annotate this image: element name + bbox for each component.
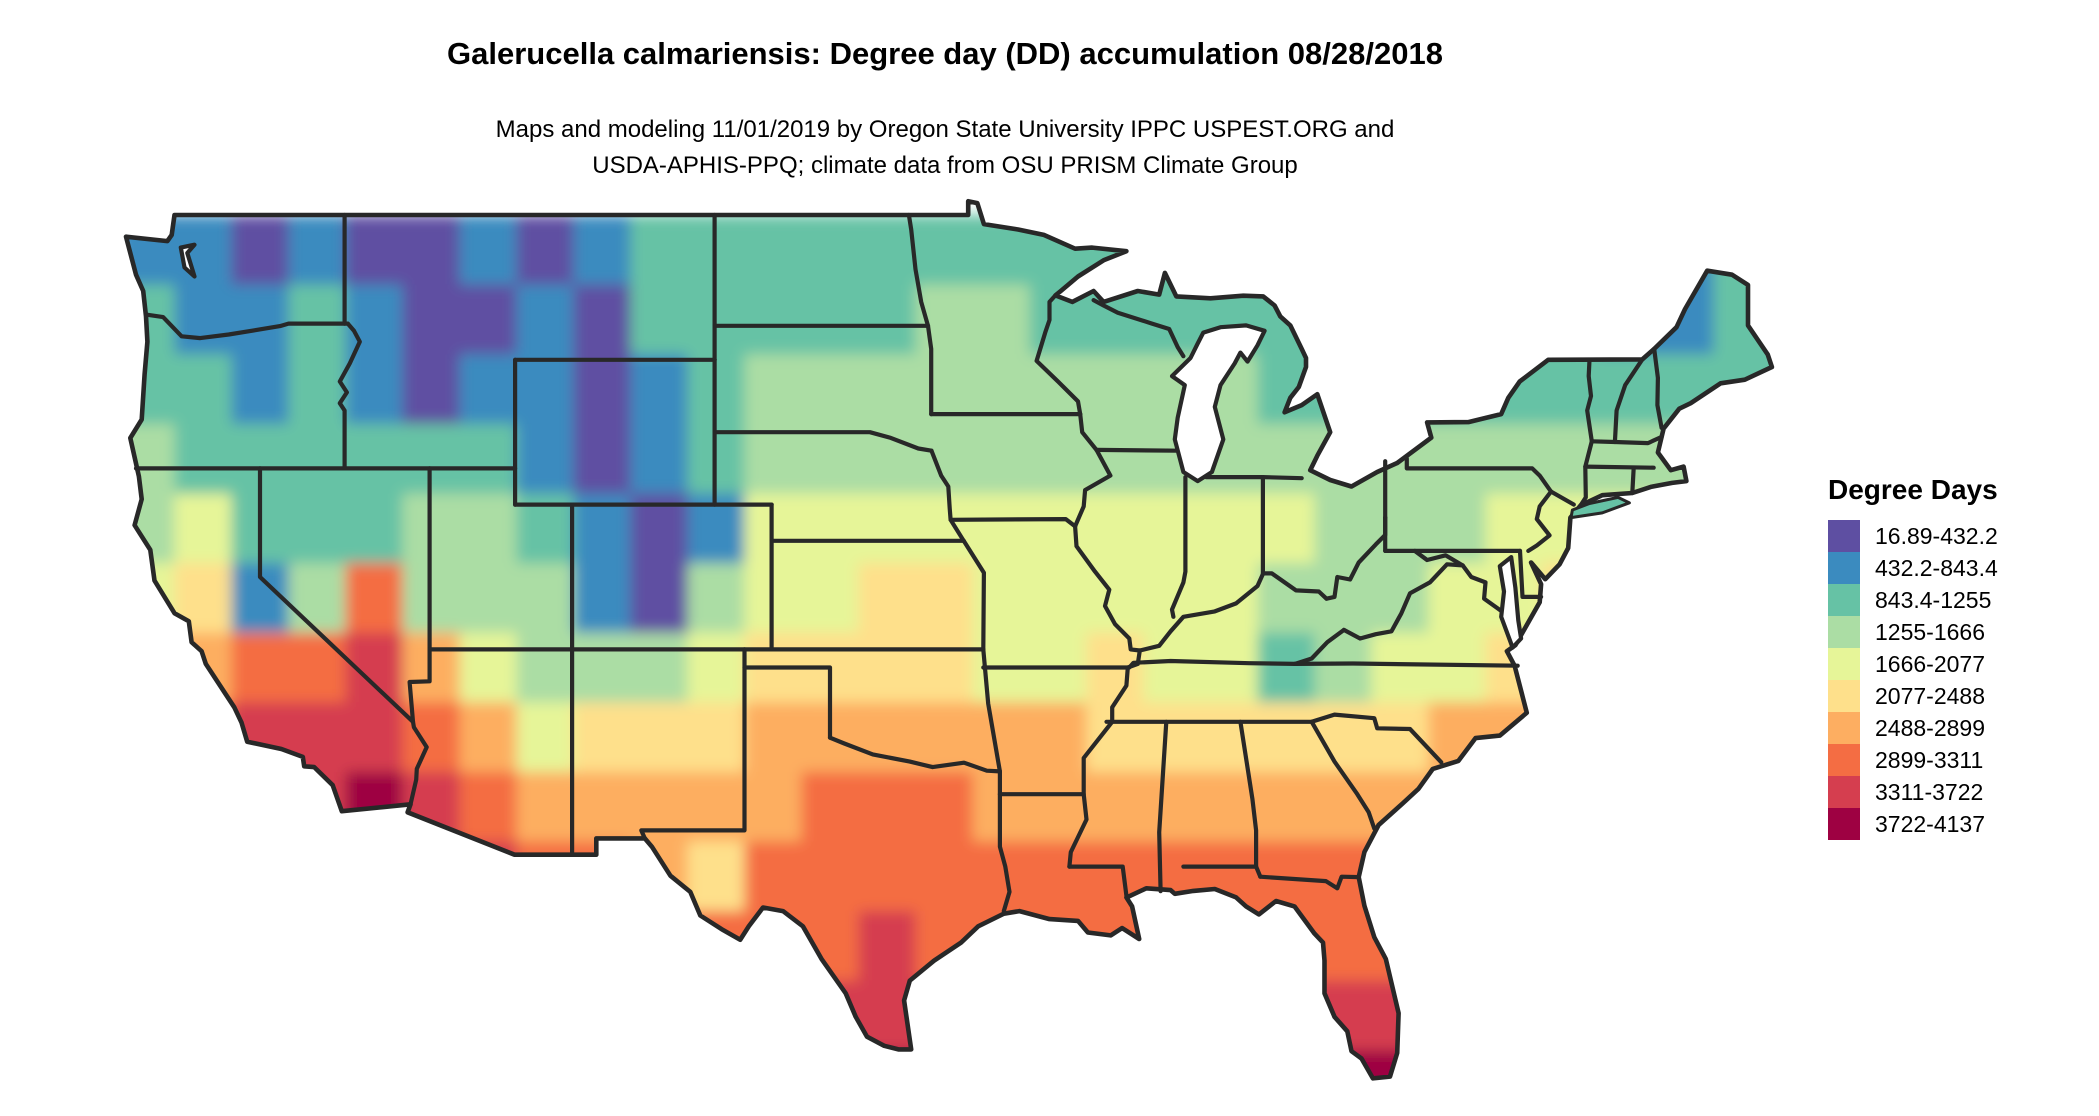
legend-label: 1666-2077 — [1875, 650, 1985, 677]
map-subtitle-line1: Maps and modeling 11/01/2019 by Oregon S… — [495, 116, 1395, 143]
legend-label: 16.89-432.2 — [1875, 522, 1998, 549]
state-borders — [133, 212, 1664, 914]
legend-label: 1255-1666 — [1875, 618, 1985, 645]
legend-swatch — [1828, 616, 1860, 648]
legend: Degree Days 16.89-432.2 432.2-843.4 843.4-… — [1828, 474, 1998, 840]
legend-swatch — [1828, 520, 1860, 552]
legend-swatch — [1828, 552, 1860, 584]
us-outline — [123, 198, 1775, 1081]
legend-entry: 432.2-843.4 — [1828, 552, 1998, 584]
legend-swatch — [1828, 680, 1860, 712]
map-subtitle: Maps and modeling 11/01/2019 by Oregon S… — [0, 112, 1890, 184]
legend-swatch — [1828, 584, 1860, 616]
legend-label: 843.4-1255 — [1875, 586, 1992, 613]
map-title: Galerucella calmariensis: Degree day (DD… — [447, 36, 1443, 71]
legend-label: 3722-4137 — [1875, 810, 1985, 837]
legend-entry: 3722-4137 — [1828, 808, 1998, 840]
legend-swatch — [1828, 776, 1860, 808]
legend-entry: 16.89-432.2 — [1828, 520, 1998, 552]
islands — [1569, 495, 1631, 520]
legend-entry: 2899-3311 — [1828, 744, 1998, 776]
legend-swatch — [1828, 808, 1860, 840]
legend-entry: 3311-3722 — [1828, 776, 1998, 808]
legend-rows: 16.89-432.2 432.2-843.4 843.4-1255 1255-166… — [1828, 520, 1998, 840]
legend-label: 432.2-843.4 — [1875, 554, 1998, 581]
page-header: Galerucella calmariensis: Degree day (DD… — [0, 36, 1890, 72]
legend-swatch — [1828, 648, 1860, 680]
legend-entry: 2488-2899 — [1828, 712, 1998, 744]
legend-label: 2488-2899 — [1875, 714, 1985, 741]
legend-label: 3311-3722 — [1875, 778, 1984, 805]
legend-title: Degree Days — [1828, 474, 1998, 505]
legend-entry: 1666-2077 — [1828, 648, 1998, 680]
legend-swatch — [1828, 712, 1860, 744]
legend-entry: 843.4-1255 — [1828, 584, 1998, 616]
lakes — [178, 242, 1524, 650]
legend-label: 2899-3311 — [1875, 746, 1984, 773]
legend-entry: 1255-1666 — [1828, 616, 1998, 648]
map-subtitle-line2: USDA-APHIS-PPQ; climate data from OSU PR… — [592, 152, 1298, 179]
legend-swatch — [1828, 744, 1860, 776]
legend-label: 2077-2488 — [1875, 682, 1985, 709]
legend-entry: 2077-2488 — [1828, 680, 1998, 712]
